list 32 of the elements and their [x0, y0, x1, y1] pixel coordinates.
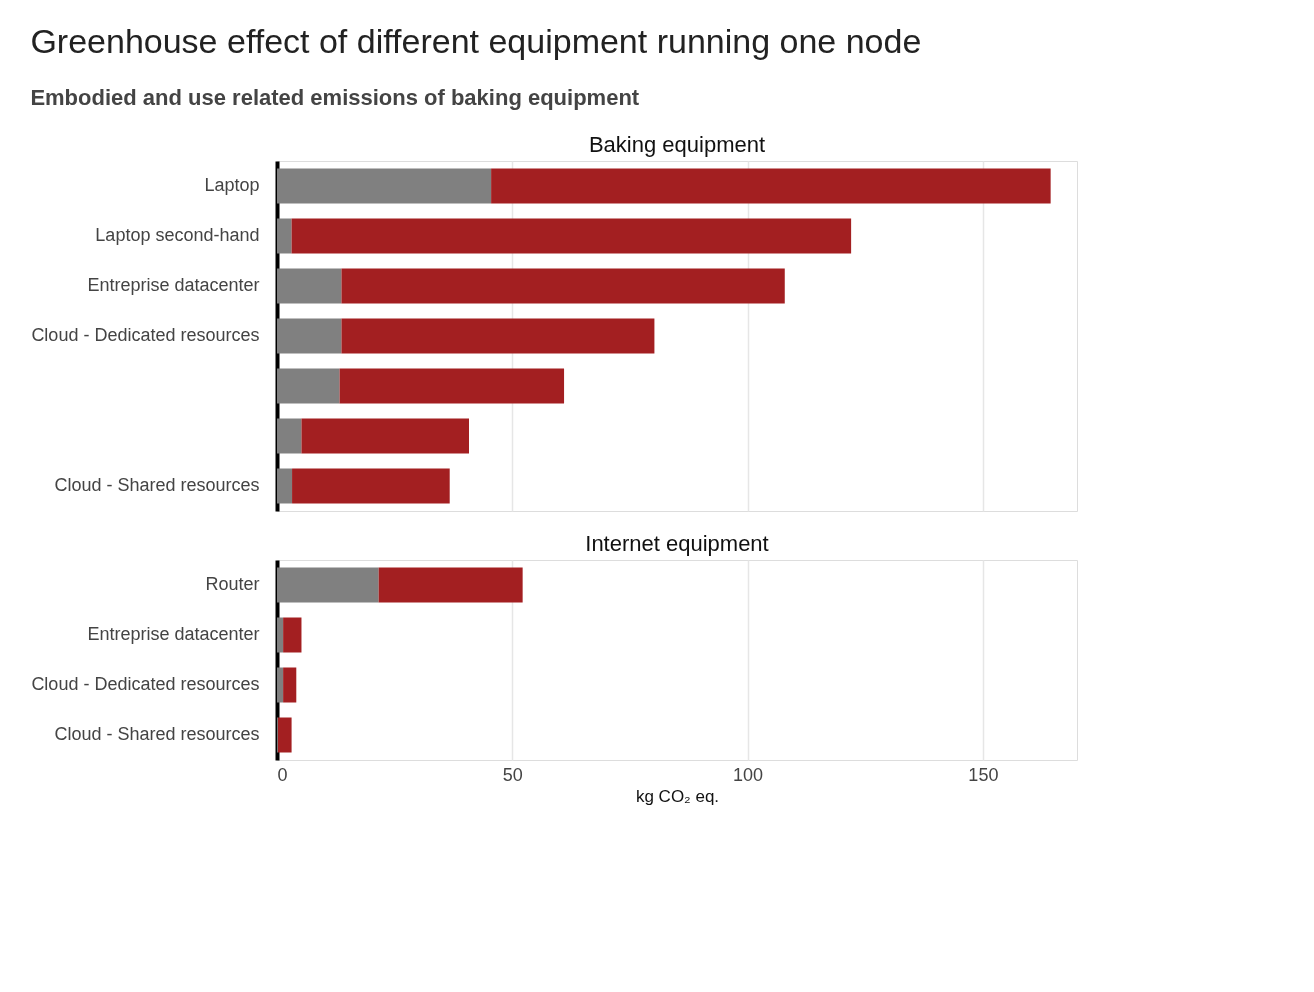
bar	[277, 168, 492, 204]
bar	[491, 168, 1051, 204]
x-tick-label: 50	[502, 764, 523, 785]
bar	[277, 318, 342, 354]
bar	[341, 268, 785, 304]
y-tick-label: Entreprise datacenter	[87, 275, 260, 295]
bar	[277, 418, 302, 454]
y-tick-label: Cloud - Shared resources	[54, 475, 260, 495]
chart-title: Greenhouse effect of different equipment running one node	[30, 21, 922, 60]
bar	[301, 418, 469, 454]
bar	[339, 368, 565, 404]
y-tick-label: Router	[205, 574, 260, 594]
bar	[341, 318, 655, 354]
bar	[277, 368, 340, 404]
text: Baking equipment	[588, 132, 766, 157]
y-tick-label: Cloud - Dedicated resources	[31, 325, 260, 345]
y-tick-label: Laptop second-hand	[95, 225, 260, 245]
x-axis-title: kg CO₂ eq.	[635, 786, 720, 806]
text: Internet equipment	[585, 531, 769, 556]
bar	[277, 268, 342, 304]
x-tick-label: 150	[968, 764, 999, 785]
chart-subtitle: Embodied and use related emissions of baking equipment	[30, 84, 640, 110]
bar	[291, 218, 852, 254]
y-tick-label: Cloud - Dedicated resources	[31, 674, 260, 694]
y-tick-label: Laptop	[204, 175, 260, 195]
bar	[277, 218, 292, 254]
bar	[292, 468, 450, 504]
x-tick-label: 100	[733, 764, 764, 785]
x-tick-label: 0	[277, 764, 288, 785]
y-tick-label: Entreprise datacenter	[87, 624, 260, 644]
bar	[277, 468, 293, 504]
y-tick-label: Cloud - Shared resources	[54, 724, 260, 744]
